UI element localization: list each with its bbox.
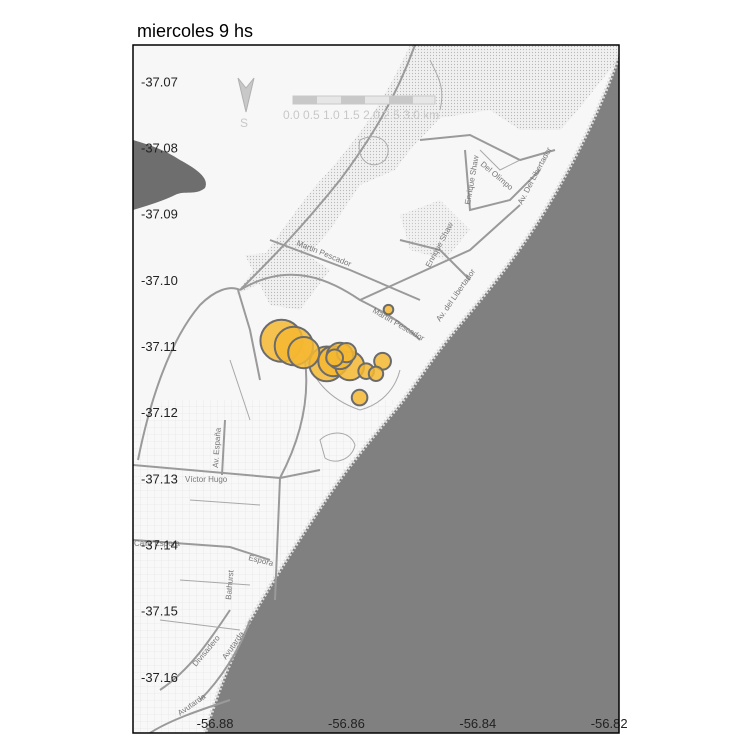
sea bbox=[205, 55, 619, 733]
lat-tick-label: -37.10 bbox=[141, 273, 178, 288]
north-arrow-label: S bbox=[240, 116, 248, 130]
north-arrow-icon: S bbox=[237, 77, 255, 130]
lon-tick-label: -56.82 bbox=[591, 716, 628, 731]
lat-tick-label: -37.14 bbox=[141, 537, 178, 552]
scale-bar-label: 0.0 0.5 1.0 1.5 2.0 2.5 3.0 km bbox=[283, 108, 439, 122]
lat-tick-labels: -37.07 -37.08 -37.09 -37.10 -37.11 -37.12 -37.… bbox=[141, 74, 178, 684]
street-label: Víctor Hugo bbox=[185, 475, 228, 484]
lat-tick-label: -37.15 bbox=[141, 604, 178, 619]
street-label: Av. España bbox=[211, 427, 223, 468]
map-title: miercoles 9 hs bbox=[137, 21, 254, 41]
dune-area-2 bbox=[245, 250, 330, 310]
lat-tick-label: -37.16 bbox=[141, 670, 178, 685]
lake bbox=[133, 140, 206, 210]
data-point-bubble bbox=[350, 388, 369, 407]
lat-tick-label: -37.08 bbox=[141, 141, 178, 156]
street-label: Bathurst bbox=[224, 569, 236, 600]
lat-tick-label: -37.07 bbox=[141, 74, 178, 89]
lat-tick-label: -37.09 bbox=[141, 207, 178, 222]
lat-tick-label: -37.13 bbox=[141, 471, 178, 486]
data-point-bubble bbox=[382, 303, 395, 316]
map-frame bbox=[132, 44, 620, 734]
lon-tick-label: -56.86 bbox=[328, 716, 365, 731]
data-point-bubble bbox=[287, 336, 321, 370]
lat-tick-label: -37.11 bbox=[141, 339, 177, 354]
street-label: Calle Espora bbox=[134, 539, 180, 548]
road-network bbox=[133, 45, 556, 733]
data-points-layer bbox=[259, 303, 395, 407]
lat-tick-label: -37.12 bbox=[141, 405, 178, 420]
dune-area bbox=[235, 45, 619, 295]
scale-bar: 0.0 0.5 1.0 1.5 2.0 2.5 3.0 km bbox=[283, 95, 439, 122]
lon-tick-label: -56.84 bbox=[459, 716, 496, 731]
data-point-bubble bbox=[367, 365, 385, 382]
data-point-bubble bbox=[325, 348, 345, 368]
urban-grid bbox=[133, 400, 395, 733]
lon-tick-label: -56.88 bbox=[197, 716, 234, 731]
